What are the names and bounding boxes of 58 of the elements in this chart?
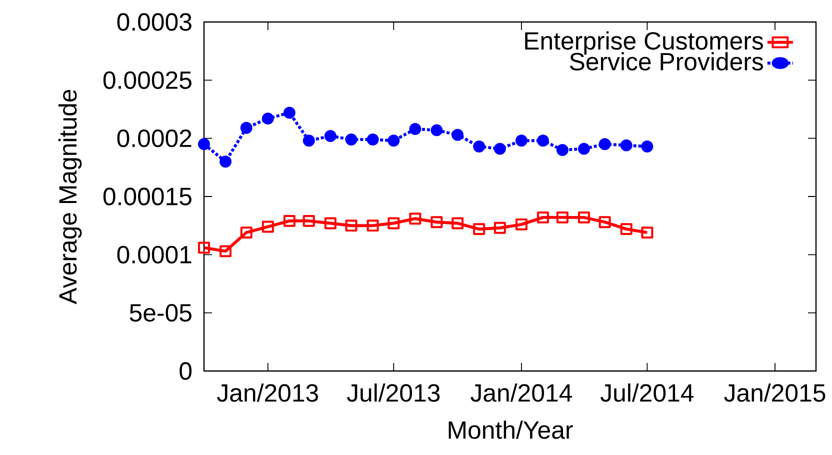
- point: [641, 140, 654, 152]
- point: [262, 112, 274, 125]
- point: [620, 139, 632, 152]
- x-tick-label: Jul/2014: [600, 384, 694, 402]
- y-tick-label: 0.00015: [103, 188, 192, 206]
- point: [283, 106, 296, 119]
- point: [198, 242, 210, 254]
- point: [302, 214, 315, 227]
- x-tick-label: Jan/2013: [217, 384, 318, 402]
- point: [409, 123, 422, 136]
- point: [345, 134, 358, 146]
- point: [430, 216, 443, 228]
- point: [452, 217, 464, 230]
- point: [494, 142, 506, 155]
- point: [537, 134, 549, 147]
- point: [494, 222, 506, 234]
- y-tick-label: 0.0003: [117, 13, 192, 31]
- point: [620, 223, 632, 236]
- point: [324, 130, 336, 142]
- point: [556, 211, 568, 224]
- point: [452, 128, 464, 141]
- point: [324, 217, 336, 230]
- point: [641, 226, 654, 239]
- point: [240, 122, 252, 134]
- x-tick-label: Jul/2013: [346, 384, 440, 402]
- point: [220, 156, 232, 168]
- point: [262, 220, 274, 233]
- point: [345, 220, 358, 232]
- y-tick-label: 0: [180, 362, 192, 380]
- point: [578, 142, 590, 155]
- y-tick-label: 0.00025: [103, 71, 192, 89]
- point: [515, 134, 528, 147]
- point: [556, 144, 568, 156]
- point: [283, 214, 296, 227]
- point: [598, 138, 611, 150]
- point: [388, 217, 400, 230]
- y-axis-title: Average Magnitude: [58, 90, 82, 304]
- y-tick-label: 0.0002: [117, 130, 192, 148]
- point: [473, 140, 486, 152]
- point: [388, 134, 400, 147]
- point: [598, 216, 611, 228]
- point: [302, 134, 315, 147]
- point: [366, 220, 379, 232]
- x-tick-label: Jan/2015: [724, 384, 826, 402]
- point: [366, 134, 379, 146]
- point: [515, 218, 528, 230]
- point: [537, 211, 549, 224]
- x-tick-label: Jan/2014: [470, 384, 572, 402]
- point: [220, 245, 232, 258]
- point: [430, 124, 443, 136]
- point: [473, 223, 486, 236]
- point: [240, 226, 252, 239]
- y-tick-label: 5e-05: [130, 304, 192, 322]
- y-tick-label: 0.0001: [117, 246, 192, 264]
- point: [198, 138, 210, 150]
- point: [409, 212, 422, 225]
- point: [578, 211, 590, 224]
- x-axis-title: Month/Year: [448, 420, 573, 439]
